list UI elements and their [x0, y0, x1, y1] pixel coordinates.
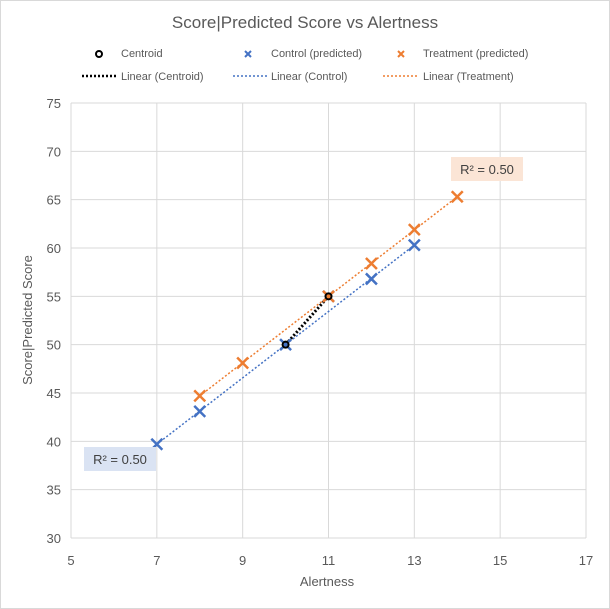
x-tick-label: 17 [579, 553, 593, 568]
y-axis-title: Score|Predicted Score [20, 255, 35, 385]
treatment-point [365, 257, 378, 270]
legend-control-marker [244, 50, 252, 58]
treatment-point [407, 223, 421, 237]
legend-item-control: Control (predicted) [244, 48, 362, 60]
r2-label-treatment: R² = 0.50 [460, 162, 514, 177]
y-tick-label: 50 [47, 338, 61, 353]
legend-item-treatment: Treatment (predicted) [397, 48, 528, 60]
y-tick-label: 65 [47, 193, 61, 208]
legend-item-linear-control: Linear (Control) [233, 71, 347, 83]
y-tick-label: 75 [47, 96, 61, 111]
trendline-centroid [284, 295, 330, 346]
y-tick-label: 35 [47, 483, 61, 498]
control-point [279, 338, 292, 352]
x-tick-label: 13 [407, 553, 421, 568]
trendlines [156, 196, 458, 445]
x-tick-label: 15 [493, 553, 507, 568]
legend-centroid-marker [95, 50, 103, 58]
r2-box-treatment [451, 157, 523, 181]
r2-box-control [84, 447, 156, 471]
x-tick-label: 9 [239, 553, 246, 568]
treatment-point [193, 389, 207, 403]
treatment-point [236, 356, 250, 370]
treatment-point [322, 289, 335, 303]
legend-treatment-label: Treatment (predicted) [423, 48, 528, 60]
y-tick-label: 60 [47, 241, 61, 256]
y-axis-ticks: 30 35 40 45 50 55 60 65 70 75 [47, 96, 61, 546]
control-point [407, 238, 421, 252]
centroid-point [324, 292, 333, 301]
legend-item-linear-centroid: Linear (Centroid) [82, 71, 204, 83]
legend-treatment-marker [397, 50, 405, 58]
data-points [150, 190, 464, 451]
legend-item-centroid: Centroid [95, 48, 163, 60]
legend-item-linear-treatment: Linear (Treatment) [383, 71, 514, 83]
legend-linear-centroid-label: Linear (Centroid) [121, 71, 204, 83]
x-tick-label: 5 [67, 553, 74, 568]
x-axis-title: Alertness [300, 574, 355, 589]
x-axis-ticks: 5 7 9 11 13 15 17 [67, 553, 593, 568]
x-tick-label: 7 [153, 553, 160, 568]
annotations: R² = 0.50 R² = 0.50 [84, 157, 523, 471]
y-tick-label: 30 [47, 531, 61, 546]
control-point [365, 272, 378, 286]
legend-linear-treatment-label: Linear (Treatment) [423, 71, 514, 83]
centroid-point [281, 340, 290, 349]
control-point [193, 404, 207, 418]
chart-title: Score|Predicted Score vs Alertness [172, 13, 438, 32]
y-tick-label: 40 [47, 434, 61, 449]
x-tick-label: 11 [322, 553, 336, 568]
treatment-point [450, 190, 464, 204]
y-tick-label: 55 [47, 289, 61, 304]
legend: Centroid Control (predicted) Treatment (… [82, 48, 528, 83]
legend-control-label: Control (predicted) [271, 48, 362, 60]
r2-label-control: R² = 0.50 [93, 452, 147, 467]
legend-centroid-label: Centroid [121, 48, 163, 60]
y-tick-label: 45 [47, 386, 61, 401]
legend-linear-control-label: Linear (Control) [271, 71, 347, 83]
y-tick-label: 70 [47, 144, 61, 159]
